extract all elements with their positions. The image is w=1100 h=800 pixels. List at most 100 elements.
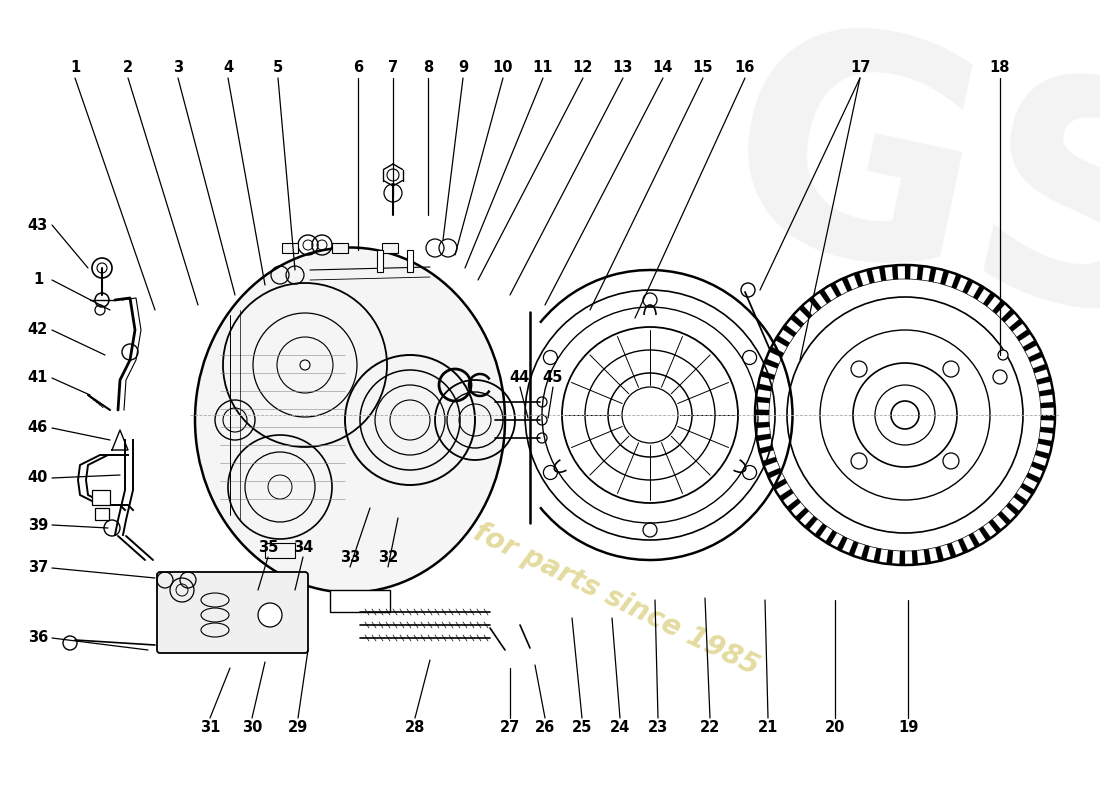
Polygon shape [1026,473,1041,483]
Bar [95,508,109,520]
Polygon shape [854,272,864,287]
Polygon shape [940,270,949,285]
Polygon shape [786,498,801,511]
Polygon shape [776,335,790,347]
Text: 37: 37 [28,561,48,575]
Polygon shape [947,542,956,558]
Polygon shape [795,507,808,521]
Polygon shape [769,346,784,358]
Circle shape [741,283,755,297]
Polygon shape [928,267,936,282]
Polygon shape [814,523,827,538]
Bar [377,250,383,272]
Circle shape [300,360,310,370]
Polygon shape [756,397,770,403]
Polygon shape [804,516,817,530]
Text: 26: 26 [535,721,556,735]
Polygon shape [779,489,793,501]
Bar [265,543,295,558]
Text: 25: 25 [572,721,592,735]
Polygon shape [962,279,974,294]
Text: 43: 43 [28,218,48,233]
Text: 31: 31 [200,721,220,735]
Polygon shape [983,292,996,306]
Text: 11: 11 [532,61,553,75]
Polygon shape [1041,415,1055,421]
Polygon shape [1020,483,1035,494]
Polygon shape [760,371,775,380]
Text: 12: 12 [573,61,593,75]
Text: 30: 30 [242,721,262,735]
Text: 4: 4 [223,61,233,75]
Text: 16: 16 [735,61,756,75]
Polygon shape [1023,340,1037,351]
Bar [332,243,348,253]
Polygon shape [1038,389,1054,396]
Polygon shape [1041,402,1055,408]
Text: 28: 28 [405,721,426,735]
Text: GS: GS [698,1,1100,389]
Text: 13: 13 [613,61,634,75]
Polygon shape [848,541,858,556]
Polygon shape [892,265,898,279]
Polygon shape [887,550,893,565]
Bar [382,243,398,253]
Polygon shape [924,549,931,563]
Bar [407,250,412,272]
Text: 46: 46 [28,421,48,435]
Circle shape [998,350,1008,360]
Polygon shape [1036,376,1052,385]
Polygon shape [1033,364,1047,373]
Text: 18: 18 [990,61,1010,75]
Text: 45: 45 [542,370,563,386]
Polygon shape [1028,352,1043,362]
Polygon shape [905,265,911,279]
Polygon shape [879,266,887,281]
Text: 5: 5 [273,61,283,75]
Polygon shape [825,530,837,545]
Text: 9: 9 [458,61,469,75]
Text: 3: 3 [173,61,183,75]
Polygon shape [979,526,991,541]
Polygon shape [1013,493,1027,506]
Polygon shape [1038,438,1053,446]
Text: 17: 17 [850,61,870,75]
Polygon shape [1016,329,1031,341]
Circle shape [537,433,547,443]
Text: a passion for parts since 1985: a passion for parts since 1985 [327,449,763,681]
Polygon shape [900,551,905,565]
Text: 34: 34 [293,541,314,555]
Text: 14: 14 [652,61,673,75]
Text: 42: 42 [28,322,48,338]
Polygon shape [759,446,773,454]
Polygon shape [762,457,778,466]
Polygon shape [989,519,1001,534]
Polygon shape [830,282,842,298]
Polygon shape [756,422,770,428]
Polygon shape [842,277,852,292]
Polygon shape [998,511,1011,525]
Polygon shape [1009,318,1023,331]
Circle shape [258,603,282,627]
Polygon shape [1005,502,1020,515]
Text: 36: 36 [28,630,48,646]
Polygon shape [772,478,788,490]
Polygon shape [912,550,918,565]
Polygon shape [790,314,804,327]
Polygon shape [1040,427,1055,434]
Circle shape [537,415,547,425]
Text: 1: 1 [33,273,43,287]
Polygon shape [992,300,1005,314]
Text: 15: 15 [693,61,713,75]
Polygon shape [764,358,779,369]
Text: 29: 29 [288,721,308,735]
Ellipse shape [195,247,505,593]
Text: 40: 40 [28,470,48,486]
Polygon shape [1035,450,1049,459]
Polygon shape [837,536,847,551]
Text: 6: 6 [353,61,363,75]
Text: 2: 2 [123,61,133,75]
Polygon shape [952,274,961,289]
Polygon shape [969,533,980,547]
Bar [282,243,298,253]
